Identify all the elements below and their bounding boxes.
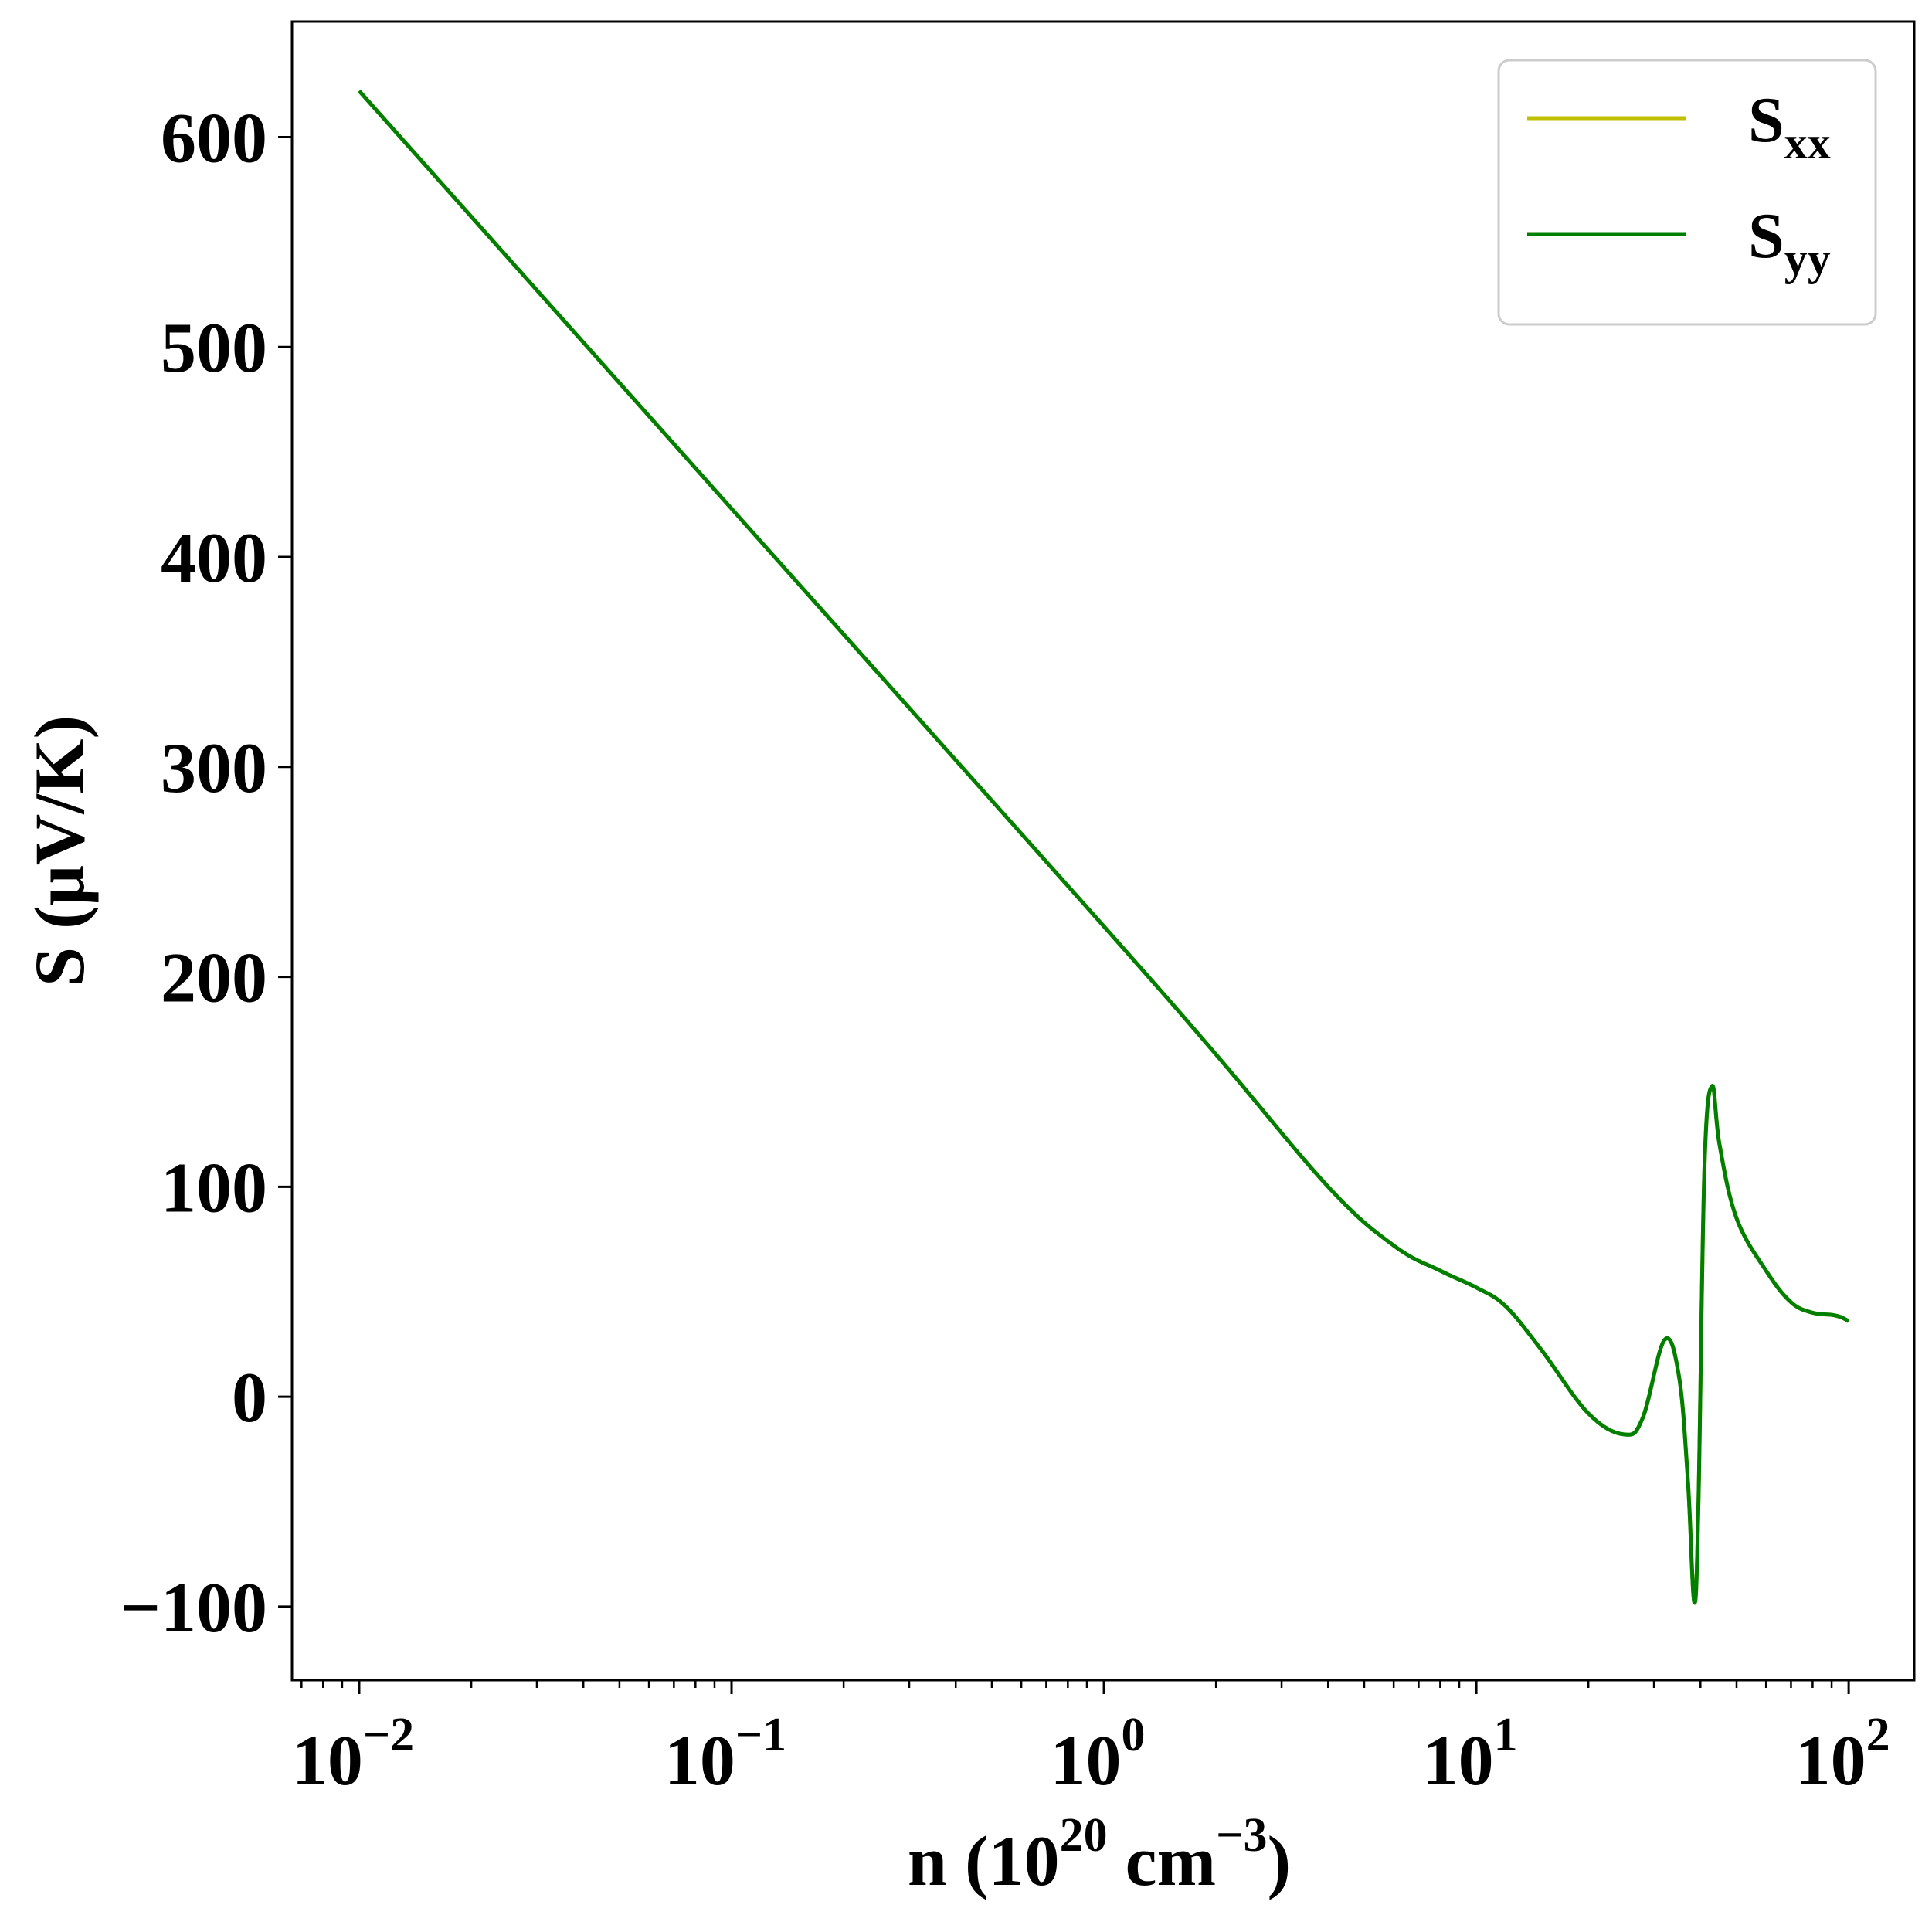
legend-label-subscript: yy — [1784, 233, 1831, 284]
xlabel-unit: cm — [1108, 1821, 1216, 1900]
y-tick-label: 200 — [161, 939, 267, 1017]
x-tick-label: 10−2 — [292, 1709, 414, 1800]
legend-label-Sxx: Sxx — [1748, 84, 1831, 168]
x-tick-exponent: 0 — [1122, 1709, 1146, 1761]
y-axis-label: S (μV/K) — [20, 715, 99, 986]
legend-label-main: S — [1748, 84, 1784, 156]
x-tick-label: 10−1 — [664, 1709, 786, 1800]
x-tick-exponent: 1 — [1494, 1709, 1518, 1761]
series-line-Syy — [358, 90, 1850, 1605]
x-tick-label: 102 — [1795, 1709, 1890, 1800]
series-layer — [358, 90, 1850, 1605]
x-tick-label: 100 — [1051, 1709, 1146, 1800]
x-tick-exponent: 2 — [1866, 1709, 1890, 1761]
x-axis: 10−2 10−1 100 101 102 — [292, 1680, 1890, 1800]
y-tick-label: 600 — [161, 98, 267, 177]
x-tick-exponent: −1 — [735, 1709, 786, 1761]
xlabel-text: n (10 — [908, 1821, 1060, 1900]
y-tick-label: 500 — [161, 308, 267, 387]
legend-label-main: S — [1748, 200, 1784, 272]
x-axis-label: n (1020 cm−3) — [908, 1809, 1291, 1900]
xlabel-superscript-unit: −3 — [1216, 1809, 1267, 1862]
x-tick-base: 10 — [1423, 1721, 1494, 1800]
legend-label-subscript: xx — [1784, 117, 1831, 168]
y-tick-label: 0 — [232, 1358, 267, 1437]
y-tick-label: −100 — [121, 1568, 267, 1647]
legend-box — [1497, 59, 1877, 326]
y-tick-label: 100 — [161, 1148, 267, 1227]
y-tick-label: 400 — [161, 518, 267, 597]
legend-label-Syy: Syy — [1748, 200, 1831, 284]
x-tick-exponent: −2 — [363, 1709, 414, 1761]
x-tick-base: 10 — [292, 1721, 363, 1800]
y-axis: −100 0 100 200 300 400 500 600 — [121, 98, 292, 1647]
x-tick-label: 101 — [1423, 1709, 1518, 1800]
x-tick-base: 10 — [664, 1721, 735, 1800]
y-tick-label: 300 — [161, 728, 267, 807]
x-tick-base: 10 — [1795, 1721, 1866, 1800]
x-tick-base: 10 — [1051, 1721, 1122, 1800]
xlabel-close: ) — [1268, 1821, 1292, 1900]
xlabel-superscript: 20 — [1060, 1809, 1108, 1862]
